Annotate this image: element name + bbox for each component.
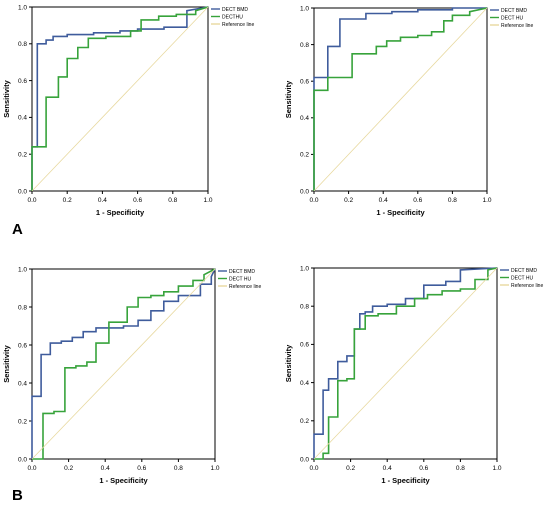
series-line-dect-hu	[314, 267, 498, 460]
x-tick-label: 0.6	[133, 197, 142, 204]
y-tick-label: 1.0	[18, 4, 27, 11]
y-tick-label: 0.6	[300, 79, 309, 86]
y-tick-label: 0.6	[300, 342, 309, 349]
y-tick-label: 0.4	[18, 380, 27, 387]
series-line-reference-line	[313, 267, 498, 460]
roc-chart-1: 0.0 0.2 0.4 0.6 0.8 1.0 0.0 0.2 0.4 0.6 0.8 1.0 1 - …	[2, 4, 254, 217]
series-line-reference-line	[31, 6, 209, 192]
y-tick-label: 0.8	[300, 42, 309, 49]
series-line-dect-hu	[313, 7, 488, 191]
legend-entry: DECT BMD	[222, 7, 248, 13]
y-axis-label: Sensitivity	[284, 344, 293, 382]
x-tick-label: 0.8	[456, 465, 465, 472]
roc-chart-4: 0.0 0.2 0.4 0.6 0.8 1.0 0.0 0.2 0.4 0.6 0.8 1.0 1 - …	[284, 265, 543, 485]
y-tick-label: 0.0	[18, 188, 27, 195]
legend-entry: Reference line	[501, 23, 533, 29]
x-axis-label: 1 - Specificity	[99, 476, 148, 485]
series-line-reference-line	[313, 7, 488, 192]
series-line-dect-hu	[32, 268, 216, 460]
y-tick-label: 0.0	[18, 456, 27, 463]
y-tick-label: 0.4	[300, 115, 309, 122]
series-line-dect-bmd	[313, 7, 487, 191]
y-tick-label: 0.0	[300, 456, 309, 463]
y-tick-label: 0.8	[300, 304, 309, 311]
y-tick-label: 0.2	[18, 418, 27, 425]
x-tick-label: 0.4	[379, 197, 388, 204]
legend-entry: DECTHU	[222, 15, 243, 21]
y-axis-label: Sensitivity	[2, 344, 11, 382]
series-line-dect-bmd	[31, 268, 216, 459]
y-tick-label: 1.0	[300, 5, 309, 12]
y-tick-label: 0.4	[18, 115, 27, 122]
legend-entry: DECT HU	[511, 276, 534, 282]
x-tick-label: 0.0	[27, 465, 36, 472]
x-tick-label: 0.0	[27, 197, 36, 204]
x-tick-label: 0.8	[174, 465, 183, 472]
panel-label-a: A	[12, 221, 23, 238]
y-tick-label: 0.8	[18, 304, 27, 311]
y-tick-label: 0.6	[18, 78, 27, 85]
x-tick-label: 0.4	[383, 465, 392, 472]
x-tick-label: 0.0	[309, 197, 318, 204]
legend-entry: Reference line	[222, 22, 254, 28]
legend-entry: DECT HU	[229, 277, 252, 283]
x-axis-label: 1 - Specificity	[381, 476, 430, 485]
y-tick-label: 1.0	[300, 265, 309, 272]
y-axis-label: Sensitivity	[2, 79, 11, 117]
x-tick-label: 1.0	[492, 465, 501, 472]
y-tick-label: 0.2	[300, 152, 309, 159]
x-tick-label: 0.6	[413, 197, 422, 204]
y-axis-label: Sensitivity	[284, 80, 293, 118]
x-axis-label: 1 - Specificity	[376, 208, 425, 217]
y-tick-label: 0.8	[18, 41, 27, 48]
legend-entry: Reference line	[511, 283, 543, 289]
roc-chart-3: 0.0 0.2 0.4 0.6 0.8 1.0 0.0 0.2 0.4 0.6 0.8 1.0 1 - …	[2, 266, 261, 485]
panel-label-b: B	[12, 487, 23, 504]
x-tick-label: 0.2	[346, 465, 355, 472]
y-tick-label: 0.6	[18, 342, 27, 349]
series-line-decthu	[31, 6, 209, 191]
y-tick-label: 0.0	[300, 188, 309, 195]
y-tick-label: 0.4	[300, 380, 309, 387]
x-tick-label: 1.0	[210, 465, 219, 472]
legend-entry: DECT BMD	[229, 269, 255, 275]
x-tick-label: 0.4	[101, 465, 110, 472]
x-tick-label: 0.0	[309, 465, 318, 472]
x-tick-label: 1.0	[203, 197, 212, 204]
y-tick-label: 0.2	[300, 418, 309, 425]
x-tick-label: 0.2	[63, 197, 72, 204]
y-tick-label: 1.0	[18, 266, 27, 273]
roc-chart-2: 0.0 0.2 0.4 0.6 0.8 1.0 0.0 0.2 0.4 0.6 0.8 1.0 1 - …	[284, 5, 533, 217]
x-tick-label: 0.6	[419, 465, 428, 472]
x-tick-label: 0.2	[64, 465, 73, 472]
x-axis-label: 1 - Specificity	[96, 208, 145, 217]
x-tick-label: 0.2	[344, 197, 353, 204]
legend-entry: DECT HU	[501, 16, 524, 22]
series-line-dect-bmd	[31, 6, 209, 191]
series-line-dect-bmd	[313, 267, 498, 459]
x-tick-label: 1.0	[482, 197, 491, 204]
y-tick-label: 0.2	[18, 152, 27, 159]
legend-entry: DECT BMD	[511, 268, 537, 274]
legend-entry: Reference line	[229, 284, 261, 290]
x-tick-label: 0.8	[448, 197, 457, 204]
x-tick-label: 0.8	[168, 197, 177, 204]
x-tick-label: 0.4	[98, 197, 107, 204]
x-tick-label: 0.6	[137, 465, 146, 472]
legend-entry: DECT BMD	[501, 8, 527, 14]
series-line-reference-line	[31, 268, 216, 460]
